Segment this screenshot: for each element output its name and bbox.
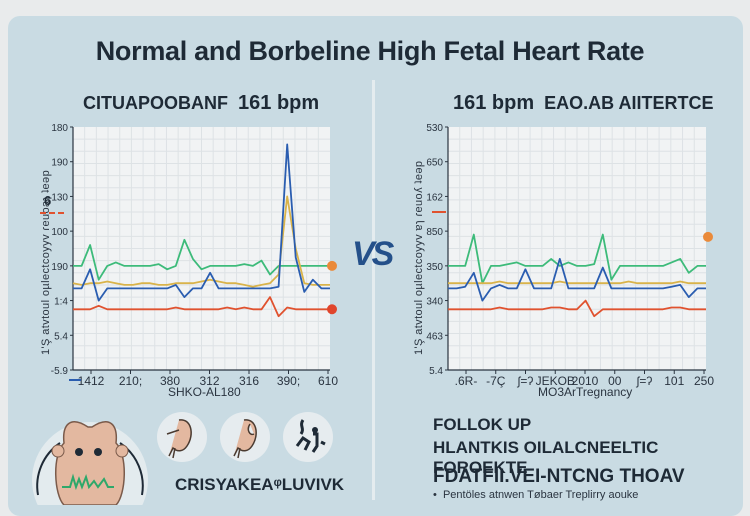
y-tick-label: 100 — [51, 227, 68, 238]
x-tick-label: 380 — [160, 374, 180, 388]
y-tick-label: 463 — [426, 331, 443, 342]
x-tick-label: 101 — [664, 374, 684, 388]
y-tick-label: 350 — [426, 262, 443, 273]
series-line-green — [73, 238, 330, 281]
series-line-blue — [448, 257, 706, 302]
fetus-stage-1-circle — [157, 412, 207, 462]
fetus-hand-right — [115, 444, 129, 458]
y-tick-label: 190 — [51, 158, 68, 169]
x-tick-label: 316 — [239, 374, 259, 388]
x-tick-label: 210; — [119, 374, 142, 388]
fetus-eye-right — [94, 448, 102, 456]
heartbeat-trace-icon — [62, 473, 114, 491]
left-subtitle: CITUAPOOBANF 161 bpm — [83, 92, 319, 115]
y-tick-label: 190 — [51, 262, 68, 273]
y-tick-label: 1:4 — [54, 297, 68, 308]
fetus-stage-1-icon — [166, 419, 192, 459]
x-tick-label: ʃ=ʔ — [517, 374, 534, 388]
right-threshold-dash — [432, 211, 446, 213]
x-tick-label: 1412 — [78, 374, 105, 388]
bullet-item: • Pentöles atnwen Tøbaer Treplirry aouke — [433, 489, 639, 501]
y-tick-label: 530 — [426, 123, 443, 134]
y-tick-label: 162 — [426, 192, 443, 203]
fetal-heart-monitor-illustration — [32, 421, 148, 505]
series-line-blue — [73, 143, 330, 302]
mother-child-icon — [295, 419, 326, 453]
x-tick-label: 250 — [694, 374, 714, 388]
x-tick-label: ʃ=ʔ — [636, 374, 653, 388]
followup-subheading: HLANTKIS OILALCNEELTIC FOROEKTE — [433, 438, 659, 477]
mother-child-circle — [283, 412, 333, 462]
x-tick-label: 312 — [199, 374, 219, 388]
end-marker-green — [327, 260, 337, 271]
left-bottom-heading: CRISYAKEAᵠLUVIVK — [175, 475, 345, 494]
vs-label: VS — [352, 235, 394, 273]
fetus-stage-2-circle — [220, 412, 270, 462]
right-subtitle-text: EAO.AB AIITERTCE — [544, 93, 714, 113]
left-side-marker: 6 — [44, 193, 52, 208]
left-threshold-dash — [40, 212, 64, 216]
page-title: Normal and Borbeline High Fetal Heart Ra… — [95, 36, 645, 66]
center-divider — [372, 80, 375, 500]
end-marker-red — [327, 304, 337, 315]
left-subtitle-text: CITUAPOOBANF — [83, 93, 228, 113]
y-tick-label: 5.4 — [429, 366, 443, 377]
series-line-red — [448, 299, 706, 318]
fetus-stage-2-icon — [233, 419, 257, 459]
y-tick-label: 850 — [426, 227, 443, 238]
series-line-red — [73, 296, 330, 318]
x-tick-label: 2010 — [572, 374, 599, 388]
right-subtitle: 161 bpm EAO.AB AIITERTCE — [453, 92, 714, 115]
bullet-text: Pentöles atnwen Tøbaer Treplirry aouke — [442, 489, 639, 501]
fetus-hand-left — [51, 444, 65, 458]
y-tick-label: 340 — [426, 297, 443, 308]
followup-heading: FOLLOK UP — [433, 415, 532, 434]
fetus-body-icon — [55, 421, 125, 505]
x-tick-label: 610 — [318, 374, 338, 388]
x-tick-label: 390; — [277, 374, 300, 388]
y-tick-label: 130 — [51, 192, 68, 203]
y-tick-label: 5.4 — [54, 331, 68, 342]
right-subtitle-bpm: 161 bpm — [453, 92, 535, 114]
charts-svg: 180 190 130 100 190 1:4 5.4 -5.9 1412 210; 380 312 3… — [51, 123, 715, 388]
section-heading: FDATFII.VEI-NTCNG THOAV — [433, 466, 685, 487]
series-line-green — [448, 233, 706, 285]
x-tick-label: JEKOB — [536, 374, 575, 388]
right-x-axis-label: MO3ArTregnancy — [538, 385, 633, 399]
left-subtitle-bpm: 161 bpm — [238, 92, 320, 114]
end-marker-green — [703, 231, 713, 242]
x-tick-label: 00 — [608, 374, 622, 388]
left-x-axis-label: SHKO-AL180 — [168, 385, 241, 399]
y-tick-label: 650 — [426, 158, 443, 169]
y-tick-label: 180 — [51, 123, 68, 134]
series-line-yellow — [448, 280, 706, 285]
x-tick-label: -7Ç — [486, 374, 506, 388]
series-line-yellow — [72, 195, 330, 288]
y-tick-label: -5.9 — [51, 366, 69, 377]
left-chart: 180 190 130 100 190 1:4 5.4 -5.9 1412 210; 380 312 3… — [51, 123, 339, 388]
fetus-eye-left — [75, 448, 83, 456]
x-tick-label: .6R- — [455, 374, 478, 388]
